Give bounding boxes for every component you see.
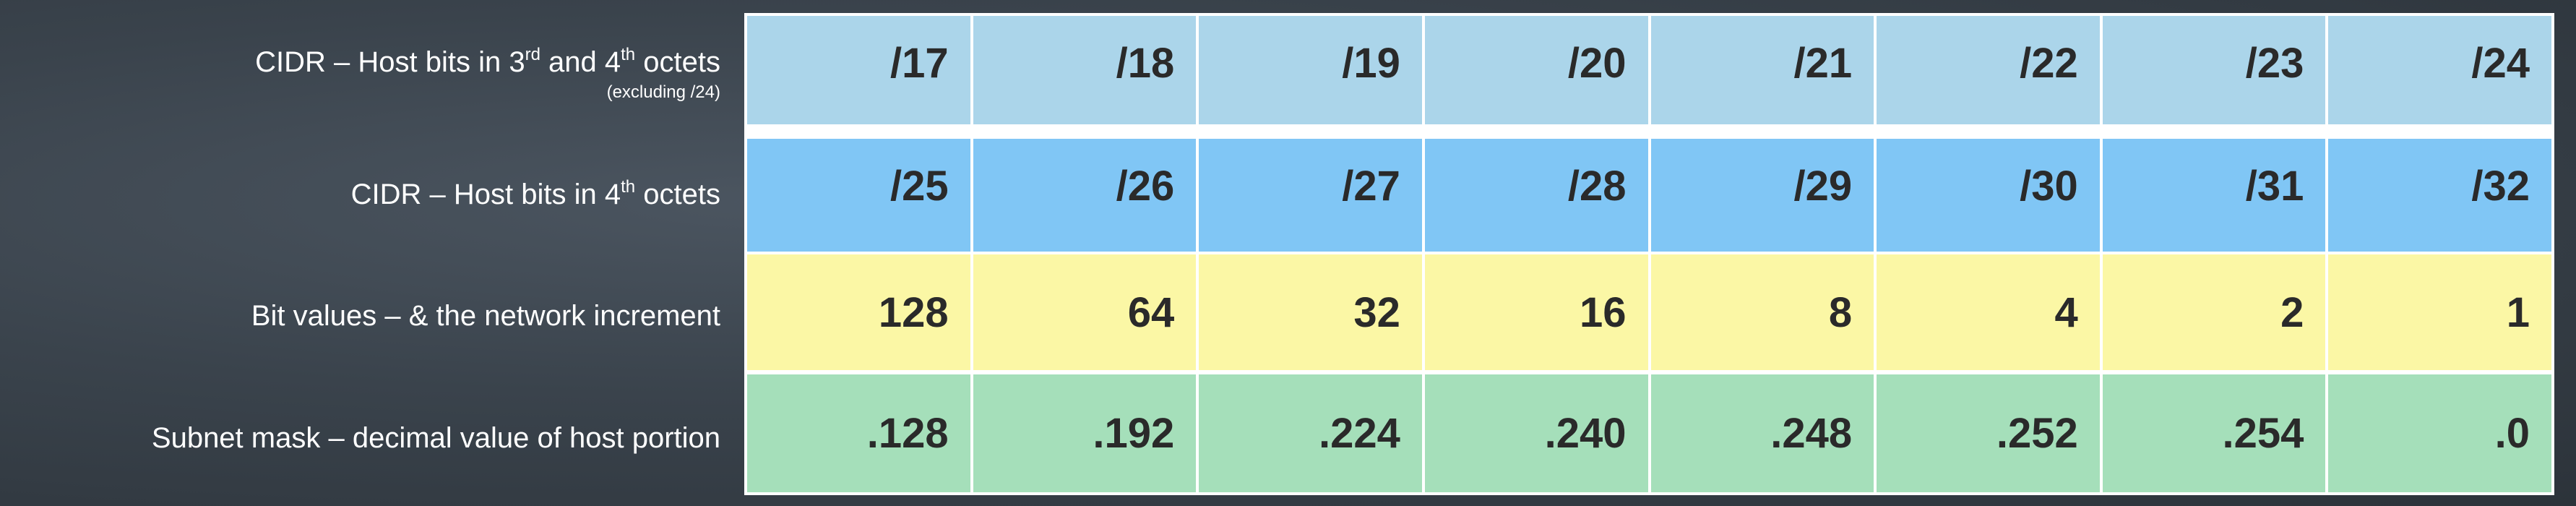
table-row-bit-values: 128 64 32 16 8 4 2 1 xyxy=(744,254,2554,370)
table-cell: 2 xyxy=(2102,254,2326,370)
table-cell: /22 xyxy=(1877,16,2100,124)
table-cell: 128 xyxy=(747,254,970,370)
table-cell: /17 xyxy=(747,16,970,124)
table-cell: /27 xyxy=(1199,139,1422,252)
table-cell: /25 xyxy=(747,139,970,252)
table-cell: .128 xyxy=(747,374,970,492)
table-cell: .254 xyxy=(2102,374,2326,492)
row-label-subnet-mask: Subnet mask – decimal value of host port… xyxy=(151,422,720,454)
table-cell: /31 xyxy=(2102,139,2326,252)
table-row-cidr-4th: /25 /26 /27 /28 /29 /30 /31 /32 xyxy=(744,139,2554,252)
table-cell: .224 xyxy=(1199,374,1422,492)
table-cell: .252 xyxy=(1877,374,2100,492)
table-cell: /29 xyxy=(1650,139,1874,252)
table-cell: .192 xyxy=(973,374,1197,492)
table-cell: 8 xyxy=(1650,254,1874,370)
row-label-bit-values: Bit values – & the network increment xyxy=(251,300,720,332)
table-cell: /21 xyxy=(1650,16,1874,124)
table-cell: .0 xyxy=(2328,374,2551,492)
table-cell: 64 xyxy=(973,254,1197,370)
row-label-excluding-note: (excluding /24) xyxy=(606,82,720,102)
table-cell: /18 xyxy=(973,16,1197,124)
table-cell: /24 xyxy=(2328,16,2551,124)
table-cell: 4 xyxy=(1877,254,2100,370)
table-row-cidr-3rd-4th: /17 /18 /19 /20 /21 /22 /23 /24 xyxy=(744,16,2554,124)
table-row-subnet-mask: .128 .192 .224 .240 .248 .252 .254 .0 xyxy=(744,374,2554,492)
table-cell: /19 xyxy=(1199,16,1422,124)
table-cell: /28 xyxy=(1424,139,1648,252)
table-cell: .240 xyxy=(1424,374,1648,492)
table-cell: 1 xyxy=(2328,254,2551,370)
row-label-cidr-3rd-4th: CIDR – Host bits in 3rd and 4th octets (… xyxy=(255,45,720,103)
table-cell: .248 xyxy=(1650,374,1874,492)
row-label-cidr-3rd-4th-main: CIDR – Host bits in 3rd and 4th octets xyxy=(255,45,720,79)
table-cell: /20 xyxy=(1424,16,1648,124)
table-cell: 16 xyxy=(1424,254,1648,370)
table-cell: 32 xyxy=(1199,254,1422,370)
table-cell: /26 xyxy=(973,139,1197,252)
table-cell: /30 xyxy=(1877,139,2100,252)
row-label-cidr-4th: CIDR – Host bits in 4th octets xyxy=(350,177,720,211)
table-cell: /23 xyxy=(2102,16,2326,124)
table-cell: /32 xyxy=(2328,139,2551,252)
